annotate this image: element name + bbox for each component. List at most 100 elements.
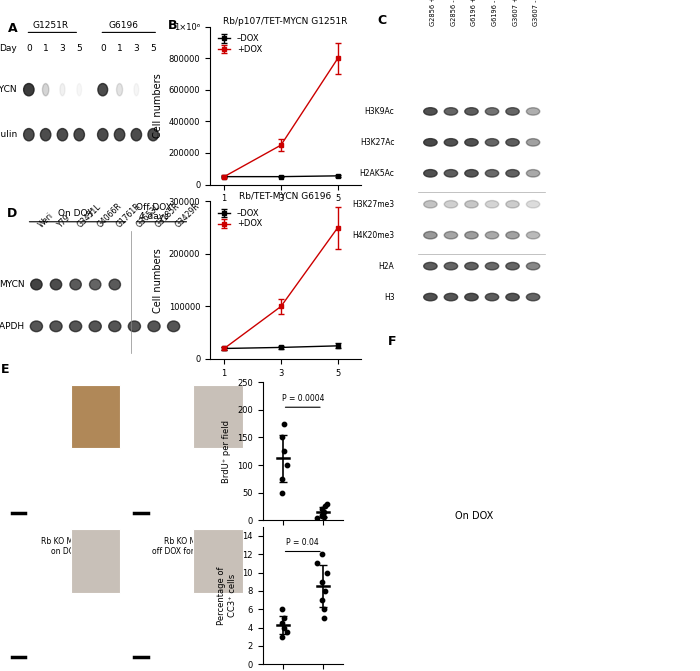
Point (276, 604, 288, 615)
Ellipse shape (465, 293, 478, 301)
Ellipse shape (465, 262, 478, 270)
Y-axis label: Cell numbers: Cell numbers (153, 248, 163, 313)
Text: G3653L: G3653L (134, 202, 162, 229)
Ellipse shape (444, 262, 458, 270)
Text: 1: 1 (117, 44, 122, 53)
Text: G2856 - DOX: G2856 - DOX (451, 0, 457, 26)
Text: H3: H3 (384, 293, 395, 301)
Title: Rb/TET-MYCN G6196: Rb/TET-MYCN G6196 (239, 191, 331, 201)
Point (316, 510, 327, 521)
Ellipse shape (465, 170, 478, 177)
Ellipse shape (444, 108, 458, 115)
Point (316, 576, 327, 587)
Ellipse shape (98, 84, 108, 96)
Ellipse shape (131, 129, 141, 141)
Ellipse shape (43, 84, 49, 96)
Ellipse shape (444, 139, 458, 146)
Text: H3K27Ac: H3K27Ac (360, 138, 395, 147)
Ellipse shape (485, 108, 498, 115)
Text: On DOX: On DOX (455, 511, 493, 521)
Point (319, 586, 330, 597)
Legend: –DOX, +DOX: –DOX, +DOX (214, 31, 265, 57)
Text: G3429R: G3429R (174, 201, 202, 229)
Text: G1251R: G1251R (33, 21, 69, 30)
Text: 0: 0 (26, 44, 32, 53)
Text: G4066R: G4066R (95, 201, 123, 229)
Ellipse shape (50, 279, 62, 290)
Text: B: B (168, 19, 177, 32)
Text: P = 0.0004: P = 0.0004 (281, 394, 324, 403)
Point (279, 622, 290, 633)
Ellipse shape (424, 262, 437, 270)
Text: G6196 - DOX: G6196 - DOX (492, 0, 498, 26)
Ellipse shape (506, 262, 519, 270)
Text: 1: 1 (43, 44, 48, 53)
Ellipse shape (30, 321, 43, 331)
Text: G1761R: G1761R (115, 201, 143, 229)
Text: 3: 3 (134, 44, 139, 53)
Ellipse shape (444, 201, 458, 208)
Text: Rb KO MYCN
off DOX for 4 days: Rb KO MYCN off DOX for 4 days (153, 537, 222, 556)
Ellipse shape (526, 108, 540, 115)
Text: C: C (377, 13, 386, 27)
Ellipse shape (526, 201, 540, 208)
Text: GAPDH: GAPDH (0, 322, 25, 331)
Point (322, 567, 333, 578)
Ellipse shape (506, 170, 519, 177)
Ellipse shape (60, 84, 65, 96)
Point (316, 549, 327, 560)
Text: H2A: H2A (379, 262, 395, 270)
Ellipse shape (424, 201, 437, 208)
Ellipse shape (57, 129, 68, 141)
Ellipse shape (444, 231, 458, 239)
Ellipse shape (24, 129, 34, 141)
Text: F: F (388, 336, 396, 348)
Ellipse shape (109, 279, 120, 290)
Text: E: E (1, 362, 10, 376)
Ellipse shape (444, 293, 458, 301)
Ellipse shape (506, 293, 519, 301)
Text: G2856 + DOX: G2856 + DOX (430, 0, 436, 26)
Text: A: A (8, 22, 18, 35)
Point (319, 501, 330, 511)
Text: P = 0.04: P = 0.04 (286, 538, 319, 548)
Ellipse shape (465, 139, 478, 146)
Point (316, 504, 327, 515)
Ellipse shape (89, 321, 102, 331)
Text: H2AK5Ac: H2AK5Ac (360, 169, 395, 178)
Text: 3: 3 (60, 44, 65, 53)
Text: Off DOX: Off DOX (136, 203, 172, 212)
Point (316, 509, 327, 520)
Text: 4 days: 4 days (139, 212, 169, 221)
Point (276, 474, 288, 484)
Point (318, 604, 330, 615)
Ellipse shape (424, 108, 437, 115)
X-axis label: Time (d): Time (d) (265, 383, 306, 393)
Ellipse shape (97, 129, 108, 141)
Ellipse shape (167, 321, 180, 331)
Point (281, 460, 293, 470)
Ellipse shape (128, 321, 141, 331)
Ellipse shape (424, 170, 437, 177)
Point (279, 613, 290, 624)
Ellipse shape (485, 231, 498, 239)
Y-axis label: Percentage of
CC3⁺ cells: Percentage of CC3⁺ cells (217, 566, 237, 625)
Point (318, 512, 329, 523)
Text: Day: Day (0, 44, 17, 53)
Ellipse shape (69, 321, 82, 331)
Ellipse shape (444, 170, 458, 177)
Text: H4K20me3: H4K20me3 (352, 231, 395, 240)
Ellipse shape (148, 129, 158, 141)
Text: On DOX: On DOX (58, 209, 93, 218)
Ellipse shape (485, 139, 498, 146)
Text: D: D (7, 207, 18, 219)
Ellipse shape (506, 201, 519, 208)
Ellipse shape (506, 231, 519, 239)
Ellipse shape (50, 321, 62, 331)
Ellipse shape (31, 279, 42, 290)
Ellipse shape (70, 279, 81, 290)
Text: G3185R: G3185R (154, 201, 182, 229)
Y-axis label: Cell numbers: Cell numbers (153, 73, 163, 138)
Point (279, 446, 290, 456)
Ellipse shape (485, 170, 498, 177)
